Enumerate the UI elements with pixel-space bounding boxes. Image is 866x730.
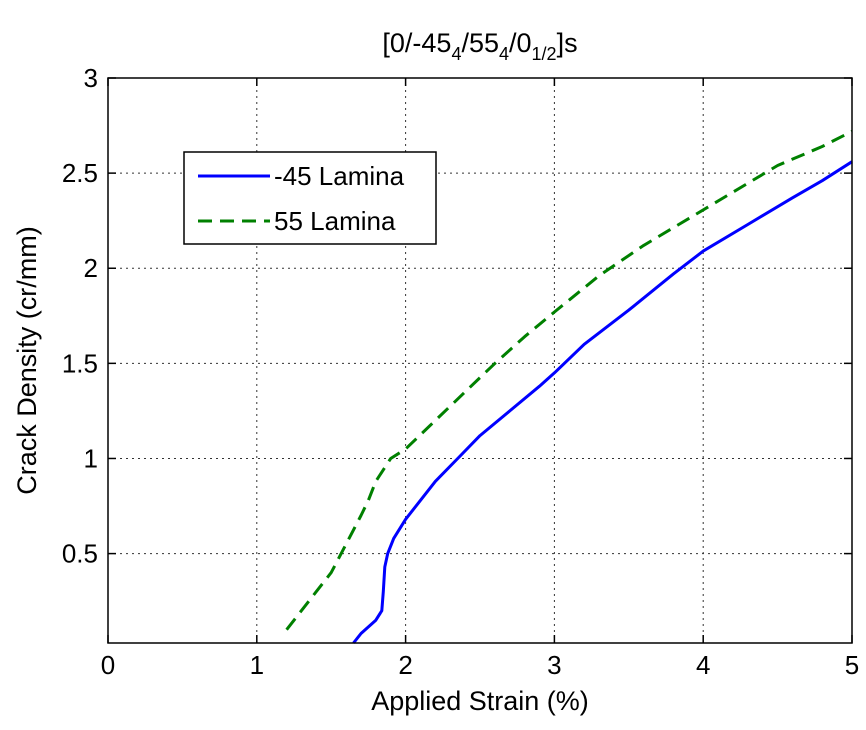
title-sub-1: 4	[451, 44, 461, 64]
title-part-pre: [0/-45	[382, 28, 451, 58]
y-tick-label: 2	[84, 253, 98, 283]
y-axis-label: Crack Density (cr/mm)	[12, 226, 42, 495]
chart-title: [0/-454/554/01/2]s	[382, 28, 577, 64]
x-tick-label: 0	[101, 650, 115, 680]
legend-label-55: 55 Lamina	[274, 206, 396, 236]
title-sub-2: 4	[499, 44, 509, 64]
y-axis-ticks: 0.5 1 1.5 2 2.5 3	[62, 63, 852, 569]
x-tick-label: 2	[398, 650, 412, 680]
title-part-post: ]s	[557, 28, 578, 58]
grid-lines	[108, 78, 852, 643]
data-series	[285, 129, 853, 644]
plot-border	[107, 77, 853, 644]
x-tick-label: 3	[547, 650, 561, 680]
x-tick-label: 5	[845, 650, 859, 680]
x-axis-label: Applied Strain (%)	[371, 686, 589, 716]
legend-box	[183, 151, 437, 245]
y-tick-label: 0.5	[62, 539, 98, 569]
legend-label-minus45: -45 Lamina	[274, 161, 405, 191]
y-tick-label: 1	[84, 443, 98, 473]
x-axis-ticks: 0 1 2 3 4 5	[101, 78, 859, 680]
series-line-minus45-lamina	[352, 160, 853, 644]
legend: -45 Lamina 55 Lamina	[183, 151, 437, 245]
x-tick-label: 1	[250, 650, 264, 680]
y-tick-label: 3	[84, 63, 98, 93]
title-part-mid-2: /0	[509, 28, 532, 58]
y-tick-label: 2.5	[62, 158, 98, 188]
x-tick-label: 4	[696, 650, 710, 680]
y-tick-label: 1.5	[62, 348, 98, 378]
title-part-mid-1: /55	[461, 28, 499, 58]
title-sub-3: 1/2	[532, 44, 557, 64]
series-line-55-lamina	[285, 129, 853, 631]
